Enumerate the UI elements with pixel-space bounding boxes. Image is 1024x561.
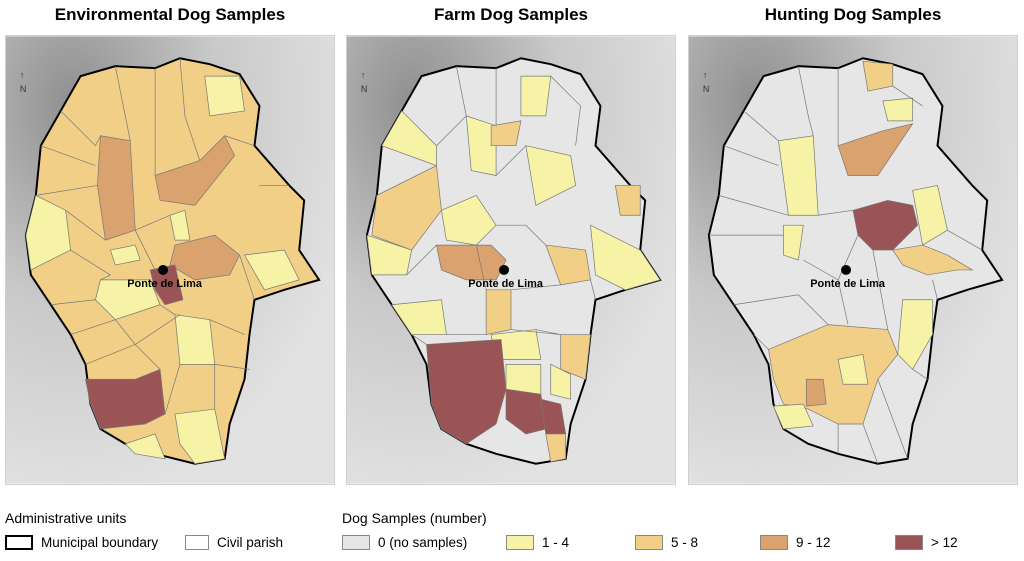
north-label: N [361, 84, 367, 94]
parish-1-4 [837, 354, 869, 385]
north-arrow-icon: ↑ [361, 70, 365, 80]
legend-class-0: 0 (no samples) [342, 535, 467, 550]
north-arrow-icon: ↑ [703, 70, 707, 80]
parish-1-4 [366, 234, 413, 276]
parish-boundaries [406, 66, 596, 345]
panel-title-hunting: Hunting Dog Samples [764, 5, 942, 24]
north-arrow-icon: ↑ [20, 70, 24, 80]
class-5-8-swatch [635, 535, 663, 550]
parish-5-8 [862, 60, 894, 92]
north-label: N [703, 84, 709, 94]
parish-1-4 [25, 194, 71, 271]
city-marker [841, 264, 852, 275]
city-label: Ponte de Lima [127, 278, 203, 290]
legend-samples-heading: Dog Samples (number) [342, 510, 487, 526]
class-0-swatch [342, 535, 370, 550]
legend-admin-heading: Administrative units [5, 510, 127, 526]
parish-over-12 [85, 368, 166, 430]
map-environmental: Ponte de Lima ↑ N [5, 35, 335, 485]
municipal-boundary-label: Municipal boundary [41, 535, 159, 550]
municipal-boundary-swatch [5, 535, 33, 550]
parish-1-4 [882, 97, 913, 122]
parish-9-12 [169, 234, 241, 281]
map-farm: Ponte de Lima ↑ N [346, 35, 676, 485]
parish-1-4 [778, 135, 819, 216]
parish-5-8 [490, 120, 522, 147]
parish-5-8 [892, 244, 974, 276]
map-hunting: Ponte de Lima ↑ N [688, 35, 1018, 485]
class-over-12-swatch [895, 535, 923, 550]
parish-over-12 [852, 200, 918, 251]
panel-title-farm: Farm Dog Samples [434, 5, 588, 24]
parish-5-8 [614, 185, 641, 216]
parish-1-4 [204, 75, 245, 117]
parish-5-8 [545, 433, 567, 463]
parish-1-4 [441, 194, 497, 246]
parish-5-8 [371, 165, 442, 251]
map-hunting-svg: Ponte de Lima ↑ N [689, 36, 1017, 484]
class-1-4-label: 1 - 4 [542, 535, 570, 550]
class-0-label: 0 (no samples) [378, 535, 468, 550]
legend-class-over-12: > 12 [895, 535, 958, 550]
parish-1-4 [772, 403, 814, 430]
parish-1-4 [550, 363, 571, 400]
parish-1-4 [590, 224, 661, 291]
city-label: Ponte de Lima [810, 278, 886, 290]
parish-9-12 [805, 378, 827, 407]
parish-1-4 [109, 244, 141, 266]
legend-class-9-12: 9 - 12 [760, 535, 831, 550]
parish-1-4 [520, 75, 552, 117]
city-marker [499, 264, 510, 275]
legend-municipal-boundary: Municipal boundary [5, 535, 158, 550]
map-environmental-svg: Ponte de Lima ↑ N [6, 36, 334, 484]
parish-5-8 [560, 334, 591, 380]
class-1-4-swatch [506, 535, 534, 550]
parish-over-12 [426, 339, 507, 445]
parish-5-8 [485, 289, 512, 335]
parish-9-12 [436, 244, 507, 281]
parish-9-12 [97, 135, 136, 241]
class-5-8-label: 5 - 8 [671, 535, 699, 550]
parish-1-4 [174, 314, 216, 365]
panel-title-environmental: Environmental Dog Samples [54, 5, 286, 24]
parish-9-12 [837, 123, 914, 176]
parish-1-4 [783, 224, 804, 261]
parish-boundaries [708, 66, 983, 464]
parish-1-4 [243, 249, 300, 291]
civil-parish-swatch [185, 535, 209, 550]
parish-1-4 [174, 408, 226, 465]
parish-1-4 [169, 209, 191, 241]
parish-1-4 [897, 299, 933, 370]
legend-class-5-8: 5 - 8 [635, 535, 698, 550]
class-9-12-label: 9 - 12 [796, 535, 831, 550]
parish-1-4 [95, 279, 161, 321]
north-label: N [20, 84, 26, 94]
parish-1-4 [525, 145, 576, 206]
parish-1-4 [505, 364, 542, 395]
legend-class-1-4: 1 - 4 [506, 535, 569, 550]
city-label: Ponte de Lima [468, 278, 544, 290]
city-marker [158, 264, 169, 275]
parish-boundaries [35, 58, 290, 415]
civil-parish-label: Civil parish [217, 535, 284, 550]
parish-5-8 [545, 244, 591, 286]
parish-1-4 [124, 433, 166, 460]
class-9-12-swatch [760, 535, 788, 550]
parish-over-12 [149, 264, 184, 306]
legend-civil-parish: Civil parish [185, 535, 283, 550]
class-over-12-label: > 12 [931, 535, 958, 550]
map-farm-svg: Ponte de Lima ↑ N [347, 36, 675, 484]
